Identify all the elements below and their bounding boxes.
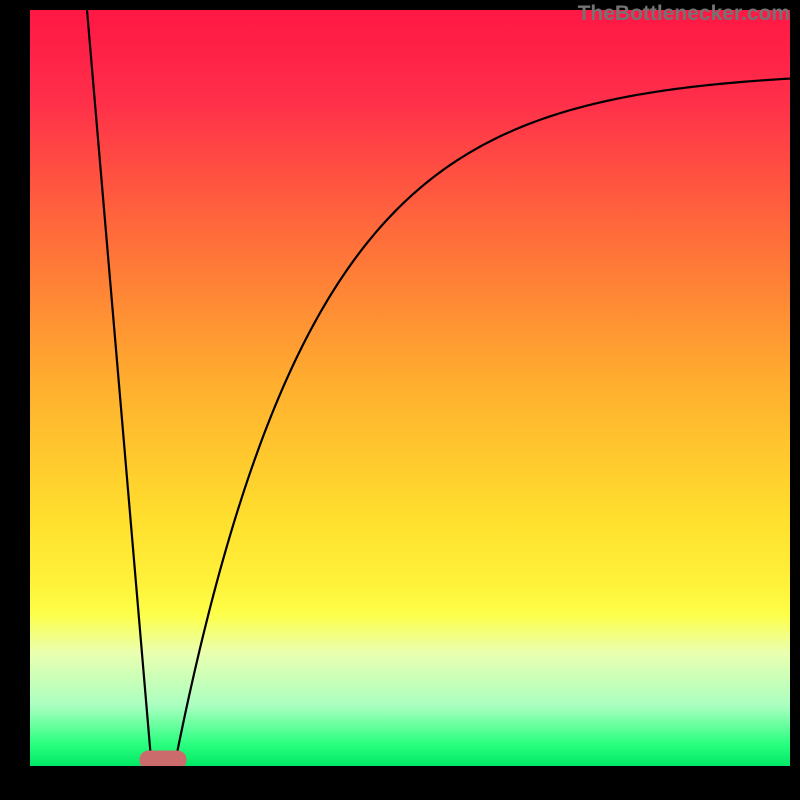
valley-marker — [139, 751, 186, 766]
plot-area — [30, 10, 790, 766]
watermark-text: TheBottlenecker.com — [578, 2, 790, 26]
chart-frame: TheBottlenecker.com — [0, 0, 800, 800]
plot-svg — [30, 10, 790, 766]
gradient-bg — [30, 10, 790, 766]
